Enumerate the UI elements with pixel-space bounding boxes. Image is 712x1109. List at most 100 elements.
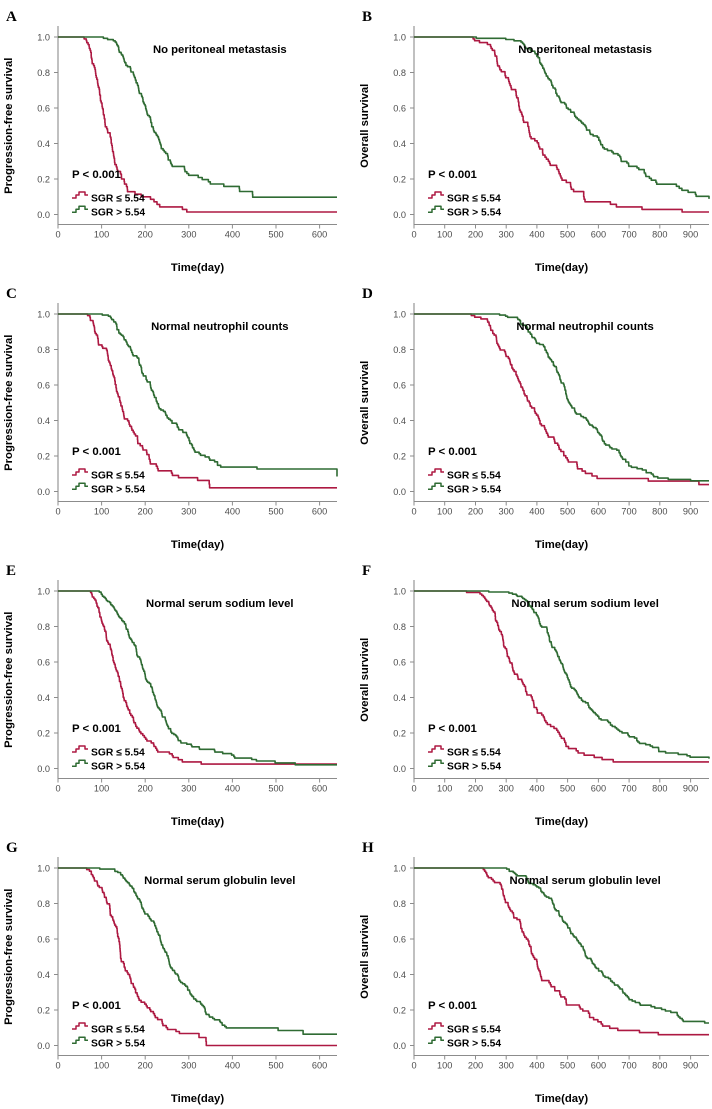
svg-text:0.6: 0.6 xyxy=(37,658,50,668)
svg-text:600: 600 xyxy=(591,1061,606,1071)
svg-text:1.0: 1.0 xyxy=(393,864,406,874)
svg-text:SGR > 5.54: SGR > 5.54 xyxy=(447,761,501,772)
svg-text:400: 400 xyxy=(529,507,544,517)
svg-text:300: 300 xyxy=(499,230,514,240)
svg-text:900: 900 xyxy=(683,784,698,794)
svg-text:P < 0.001: P < 0.001 xyxy=(72,446,122,458)
svg-text:500: 500 xyxy=(268,1061,283,1071)
svg-text:Normal serum globulin level: Normal serum globulin level xyxy=(509,875,660,887)
svg-text:900: 900 xyxy=(683,507,698,517)
svg-text:0.0: 0.0 xyxy=(37,210,50,220)
svg-text:0: 0 xyxy=(411,784,416,794)
svg-text:0.6: 0.6 xyxy=(37,381,50,391)
svg-text:Overall survival: Overall survival xyxy=(359,638,371,722)
svg-text:0.6: 0.6 xyxy=(393,935,406,945)
svg-text:100: 100 xyxy=(437,1061,452,1071)
svg-text:0.2: 0.2 xyxy=(393,452,406,462)
svg-text:600: 600 xyxy=(312,230,327,240)
svg-text:Time(day): Time(day) xyxy=(171,262,224,274)
svg-text:0.8: 0.8 xyxy=(393,345,406,355)
svg-text:Progression-free survival: Progression-free survival xyxy=(3,335,15,471)
svg-text:Normal neutrophil counts: Normal neutrophil counts xyxy=(151,321,288,333)
svg-text:0.0: 0.0 xyxy=(37,1041,50,1051)
svg-text:100: 100 xyxy=(94,784,109,794)
svg-text:500: 500 xyxy=(268,507,283,517)
svg-text:Time(day): Time(day) xyxy=(171,816,224,828)
svg-text:200: 200 xyxy=(138,507,153,517)
svg-text:900: 900 xyxy=(683,1061,698,1071)
svg-text:0.4: 0.4 xyxy=(393,693,406,703)
svg-text:P < 0.001: P < 0.001 xyxy=(72,169,122,181)
svg-text:500: 500 xyxy=(268,230,283,240)
svg-text:0.8: 0.8 xyxy=(393,68,406,78)
svg-text:SGR > 5.54: SGR > 5.54 xyxy=(91,761,145,772)
svg-text:0.8: 0.8 xyxy=(37,68,50,78)
svg-text:300: 300 xyxy=(499,784,514,794)
svg-text:1.0: 1.0 xyxy=(393,587,406,597)
svg-text:0.6: 0.6 xyxy=(393,104,406,114)
svg-text:0.6: 0.6 xyxy=(393,658,406,668)
svg-text:500: 500 xyxy=(560,1061,575,1071)
svg-text:100: 100 xyxy=(437,230,452,240)
svg-text:Time(day): Time(day) xyxy=(535,539,588,551)
svg-text:0.8: 0.8 xyxy=(37,345,50,355)
svg-text:P < 0.001: P < 0.001 xyxy=(72,1000,122,1012)
svg-text:0.6: 0.6 xyxy=(37,935,50,945)
svg-text:100: 100 xyxy=(94,1061,109,1071)
svg-text:1.0: 1.0 xyxy=(37,864,50,874)
svg-text:Normal serum sodium level: Normal serum sodium level xyxy=(511,598,659,610)
svg-text:0: 0 xyxy=(55,230,60,240)
svg-text:0.4: 0.4 xyxy=(393,970,406,980)
svg-text:0: 0 xyxy=(55,784,60,794)
svg-text:1.0: 1.0 xyxy=(37,587,50,597)
svg-text:800: 800 xyxy=(652,784,667,794)
svg-text:600: 600 xyxy=(312,1061,327,1071)
svg-text:0.4: 0.4 xyxy=(393,139,406,149)
svg-text:900: 900 xyxy=(683,230,698,240)
svg-text:Time(day): Time(day) xyxy=(535,816,588,828)
svg-text:0.2: 0.2 xyxy=(37,452,50,462)
svg-text:Time(day): Time(day) xyxy=(171,539,224,551)
svg-text:800: 800 xyxy=(652,1061,667,1071)
svg-text:100: 100 xyxy=(94,230,109,240)
svg-text:400: 400 xyxy=(529,1061,544,1071)
svg-text:SGR ≤ 5.54: SGR ≤ 5.54 xyxy=(447,470,501,481)
svg-text:Overall survival: Overall survival xyxy=(359,915,371,999)
svg-text:P < 0.001: P < 0.001 xyxy=(428,1000,478,1012)
svg-text:0.0: 0.0 xyxy=(37,764,50,774)
svg-text:SGR > 5.54: SGR > 5.54 xyxy=(447,1038,501,1049)
svg-text:No peritoneal metastasis: No peritoneal metastasis xyxy=(153,44,287,56)
svg-text:200: 200 xyxy=(138,784,153,794)
svg-text:200: 200 xyxy=(468,230,483,240)
svg-text:200: 200 xyxy=(468,784,483,794)
svg-text:600: 600 xyxy=(312,507,327,517)
svg-text:0: 0 xyxy=(55,507,60,517)
svg-text:0.4: 0.4 xyxy=(37,693,50,703)
svg-text:100: 100 xyxy=(94,507,109,517)
svg-text:P < 0.001: P < 0.001 xyxy=(72,723,122,735)
svg-text:SGR > 5.54: SGR > 5.54 xyxy=(91,1038,145,1049)
svg-text:800: 800 xyxy=(652,507,667,517)
svg-text:0.2: 0.2 xyxy=(37,729,50,739)
svg-text:0.4: 0.4 xyxy=(37,139,50,149)
svg-text:SGR ≤ 5.54: SGR ≤ 5.54 xyxy=(447,193,501,204)
svg-text:Overall survival: Overall survival xyxy=(359,84,371,168)
svg-text:1.0: 1.0 xyxy=(393,33,406,43)
svg-text:700: 700 xyxy=(621,1061,636,1071)
svg-text:0.4: 0.4 xyxy=(393,416,406,426)
svg-text:P < 0.001: P < 0.001 xyxy=(428,446,478,458)
svg-text:0.2: 0.2 xyxy=(393,729,406,739)
svg-text:700: 700 xyxy=(621,507,636,517)
svg-text:300: 300 xyxy=(181,507,196,517)
svg-text:0.8: 0.8 xyxy=(37,622,50,632)
svg-text:P < 0.001: P < 0.001 xyxy=(428,169,478,181)
svg-text:0.2: 0.2 xyxy=(37,175,50,185)
svg-text:200: 200 xyxy=(468,507,483,517)
svg-text:Time(day): Time(day) xyxy=(535,262,588,274)
svg-text:100: 100 xyxy=(437,507,452,517)
svg-text:500: 500 xyxy=(560,230,575,240)
svg-text:500: 500 xyxy=(560,507,575,517)
svg-text:400: 400 xyxy=(529,230,544,240)
svg-text:0.2: 0.2 xyxy=(393,175,406,185)
svg-text:0.0: 0.0 xyxy=(37,487,50,497)
